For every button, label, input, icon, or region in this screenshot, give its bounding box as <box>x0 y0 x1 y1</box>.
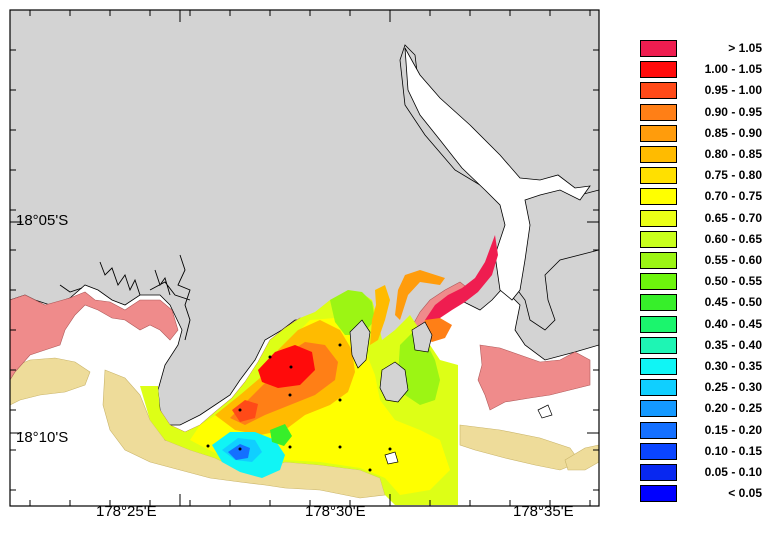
mudflat-west <box>9 357 91 406</box>
legend-swatch <box>640 252 677 269</box>
legend-label: 0.65 - 0.70 <box>704 210 762 225</box>
legend-swatch <box>640 315 677 333</box>
legend-item: 0.55 - 0.60 <box>640 252 765 269</box>
island-3 <box>411 321 433 353</box>
legend-swatch <box>640 103 677 121</box>
legend-swatch <box>640 464 677 481</box>
legend-item: 1.00 - 1.05 <box>640 61 765 79</box>
lon-label-1: 178°25'E <box>96 503 157 520</box>
legend-label: 0.50 - 0.55 <box>704 274 762 289</box>
island-1 <box>379 361 409 403</box>
mangrove-west <box>9 291 179 382</box>
legend-label: 0.25 - 0.30 <box>704 380 762 395</box>
legend-label: 0.70 - 0.75 <box>704 189 762 204</box>
legend-label: 0.35 - 0.40 <box>704 337 762 352</box>
legend-swatch <box>640 188 677 206</box>
legend-label: 0.60 - 0.65 <box>704 231 762 246</box>
legend-item: 0.10 - 0.15 <box>640 442 765 460</box>
lat-label-2: 18°10'S <box>16 429 69 446</box>
estuary-redorange-spot <box>232 400 258 422</box>
legend-swatch <box>640 167 677 185</box>
map-border <box>9 9 600 507</box>
legend-swatch <box>640 124 677 142</box>
legend-label: 0.75 - 0.80 <box>704 168 762 183</box>
legend-item: 0.05 - 0.10 <box>640 464 765 481</box>
legend-item: 0.90 - 0.95 <box>640 103 765 121</box>
legend-item: < 0.05 <box>640 485 765 503</box>
river-orange-branch-2 <box>370 285 390 345</box>
island-4 <box>537 404 553 419</box>
legend-item: 0.40 - 0.45 <box>640 315 765 333</box>
river-red-channel <box>425 235 498 325</box>
legend-label: 0.90 - 0.95 <box>704 104 762 119</box>
legend-item: 0.80 - 0.85 <box>640 146 765 163</box>
legend-swatch <box>640 400 677 418</box>
lon-label-2: 178°30'E <box>305 503 366 520</box>
legend-swatch <box>640 358 677 375</box>
legend-item: 0.60 - 0.65 <box>640 230 765 248</box>
legend-label: > 1.05 <box>728 41 762 55</box>
legend-swatch <box>640 230 677 248</box>
lon-label-3: 178°35'E <box>513 503 574 520</box>
legend-swatch <box>640 61 677 79</box>
legend-label: 1.00 - 1.05 <box>704 62 762 77</box>
legend-item: 0.65 - 0.70 <box>640 209 765 227</box>
mangrove-east <box>477 344 591 411</box>
legend-label: 0.30 - 0.35 <box>704 359 762 373</box>
legend-item: 0.50 - 0.55 <box>640 273 765 291</box>
legend-item: 0.15 - 0.20 <box>640 421 765 439</box>
lat-label-1: 18°05'S <box>16 212 69 229</box>
legend-swatch <box>640 336 677 354</box>
legend-item: 0.25 - 0.30 <box>640 379 765 397</box>
legend-label: 0.40 - 0.45 <box>704 316 762 331</box>
legend-label: 0.95 - 1.00 <box>704 83 762 98</box>
river-orange-branch <box>395 270 445 320</box>
estuary-east-green <box>398 330 440 405</box>
border-ticks <box>10 10 599 506</box>
legend-item: > 1.05 <box>640 40 765 57</box>
estuary-green-spot <box>270 424 292 446</box>
legend-swatch <box>640 485 677 503</box>
creek-lines <box>59 254 191 341</box>
legend-item: 0.85 - 0.90 <box>640 124 765 142</box>
legend-label: < 0.05 <box>728 486 762 501</box>
legend-item: 0.75 - 0.80 <box>640 167 765 185</box>
legend-label: 0.55 - 0.60 <box>704 253 762 267</box>
legend-swatch <box>640 379 677 397</box>
legend-swatch <box>640 146 677 163</box>
island-2 <box>349 319 371 369</box>
estuary-blue <box>228 444 250 460</box>
legend-swatch <box>640 421 677 439</box>
legend-swatch <box>640 209 677 227</box>
legend-item: 0.35 - 0.40 <box>640 336 765 354</box>
legend-swatch <box>640 294 677 312</box>
legend-item: 0.20 - 0.25 <box>640 400 765 418</box>
legend-item: 0.45 - 0.50 <box>640 294 765 312</box>
river-channel <box>404 47 591 301</box>
legend-item: 0.95 - 1.00 <box>640 82 765 100</box>
island-5 <box>384 451 399 465</box>
legend-label: 0.10 - 0.15 <box>704 443 762 458</box>
legend-swatch <box>640 82 677 100</box>
legend-swatch <box>640 442 677 460</box>
legend-swatch <box>640 40 677 57</box>
legend-label: 0.85 - 0.90 <box>704 125 762 140</box>
legend-label: 0.45 - 0.50 <box>704 295 762 310</box>
legend-label: 0.80 - 0.85 <box>704 147 762 161</box>
estuary-red <box>258 345 315 388</box>
legend-item: 0.30 - 0.35 <box>640 358 765 375</box>
legend-label: 0.05 - 0.10 <box>704 465 762 479</box>
legend-item: 0.70 - 0.75 <box>640 188 765 206</box>
legend-swatch <box>640 273 677 291</box>
mudflat-east <box>459 424 581 471</box>
sample-stations <box>206 343 392 472</box>
legend-label: 0.20 - 0.25 <box>704 401 762 416</box>
legend-label: 0.15 - 0.20 <box>704 422 762 437</box>
